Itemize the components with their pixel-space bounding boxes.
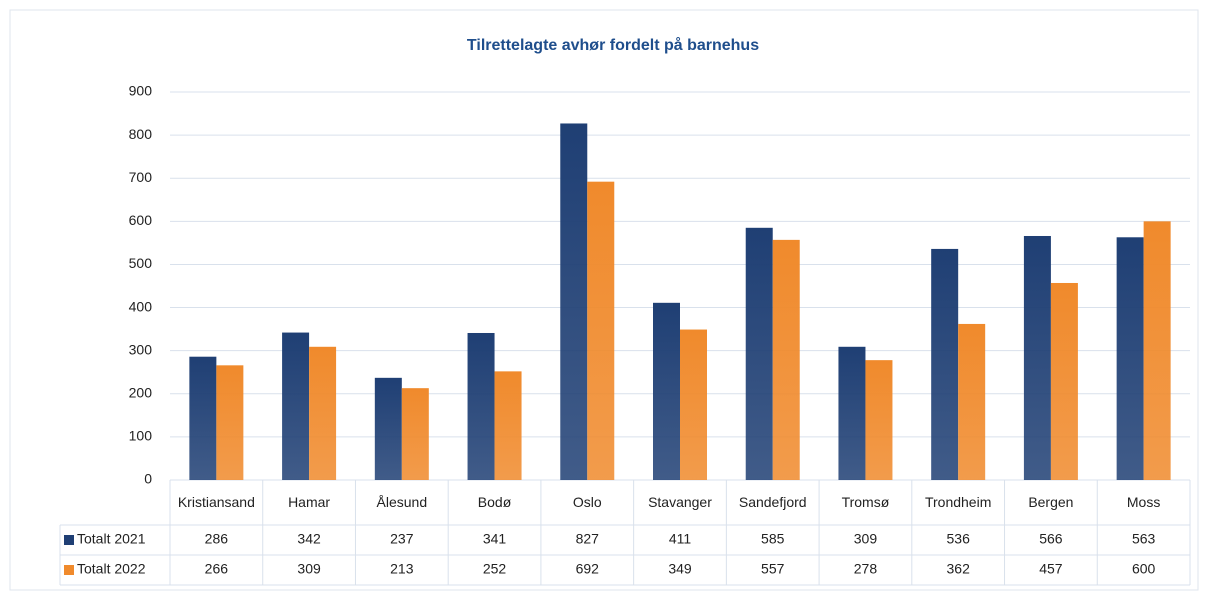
x-tick-label: Stavanger	[648, 494, 712, 510]
y-tick-label: 800	[129, 126, 153, 142]
bar	[680, 329, 707, 480]
y-tick-label: 500	[129, 255, 153, 271]
x-tick-label-box: Hamar	[288, 494, 331, 510]
table-value: 342	[297, 531, 321, 547]
x-tick-label-box: Bodø	[477, 494, 512, 510]
table-value: 252	[483, 561, 507, 577]
bar	[1023, 235, 1051, 480]
bar	[838, 346, 866, 480]
bar	[865, 360, 893, 480]
x-tick-label: Bergen	[1028, 494, 1074, 510]
bar	[401, 388, 429, 480]
bar	[282, 332, 310, 480]
y-tick-label: 900	[129, 83, 153, 99]
bar	[1050, 282, 1078, 480]
bar	[374, 377, 402, 480]
bar	[587, 181, 615, 480]
x-tick-label-box: Oslo	[572, 494, 602, 510]
chart-title: Tilrettelagte avhør fordelt på barnehus	[467, 36, 759, 54]
bar	[494, 371, 522, 480]
x-tick-label-box: Kristiansand	[177, 494, 255, 510]
y-tick-label: 0	[144, 471, 152, 487]
bar	[216, 365, 244, 480]
table-value: 827	[576, 531, 600, 547]
x-tick-label-box: Bergen	[1028, 494, 1074, 510]
x-tick-label: Bodø	[477, 494, 512, 510]
x-tick-label-box: Moss	[1126, 494, 1161, 510]
table-value: 600	[1132, 561, 1156, 577]
legend-swatch	[64, 535, 74, 545]
bar	[189, 356, 217, 480]
table-value: 692	[576, 561, 600, 577]
x-tick-label: Moss	[1126, 494, 1161, 510]
x-tick-label-box: Tromsø	[841, 494, 890, 510]
x-tick-label: Hamar	[288, 494, 331, 510]
table-value: 341	[483, 531, 507, 547]
y-tick-label: 100	[129, 428, 153, 444]
legend-label: Totalt 2021	[77, 531, 146, 547]
table-value: 457	[1039, 561, 1063, 577]
bar	[772, 239, 800, 480]
bar	[560, 123, 588, 481]
x-tick-label: Oslo	[572, 494, 602, 510]
x-tick-label-box: Sandefjord	[738, 494, 807, 510]
table-value: 349	[668, 561, 692, 577]
table-value: 213	[390, 561, 414, 577]
bar	[931, 248, 959, 480]
table-value: 557	[761, 561, 785, 577]
x-tick-label-box: Stavanger	[648, 494, 712, 510]
table-value: 309	[854, 531, 878, 547]
table-value: 309	[297, 561, 321, 577]
y-tick-label: 200	[129, 384, 153, 400]
table-value: 411	[669, 531, 692, 547]
y-tick-label: 300	[129, 341, 153, 357]
legend-swatch	[64, 565, 74, 575]
bar	[958, 323, 986, 480]
table-value: 585	[761, 531, 785, 547]
x-tick-label: Kristiansand	[177, 494, 255, 510]
table-value: 278	[854, 561, 878, 577]
bar	[309, 346, 337, 480]
bar	[1143, 221, 1171, 481]
table-value: 566	[1039, 531, 1063, 547]
table-value: 266	[205, 561, 229, 577]
x-tick-label: Trondheim	[924, 494, 992, 510]
bar	[467, 332, 495, 480]
x-tick-label: Tromsø	[841, 494, 890, 510]
y-tick-label: 400	[129, 298, 153, 314]
y-tick-label: 700	[129, 169, 153, 185]
bar	[745, 227, 773, 480]
x-tick-label: Ålesund	[376, 494, 428, 510]
legend-label: Totalt 2022	[77, 561, 146, 577]
bar	[653, 302, 680, 480]
table-value: 286	[205, 531, 229, 547]
table-value: 362	[947, 561, 971, 577]
table-value: 536	[947, 531, 971, 547]
table-value: 563	[1132, 531, 1156, 547]
x-tick-label: Sandefjord	[738, 494, 807, 510]
x-tick-label-box: Trondheim	[924, 494, 992, 510]
table-value: 237	[390, 531, 414, 547]
y-tick-label: 600	[129, 212, 153, 228]
x-tick-label-box: Ålesund	[376, 494, 428, 510]
bar	[1116, 237, 1144, 480]
